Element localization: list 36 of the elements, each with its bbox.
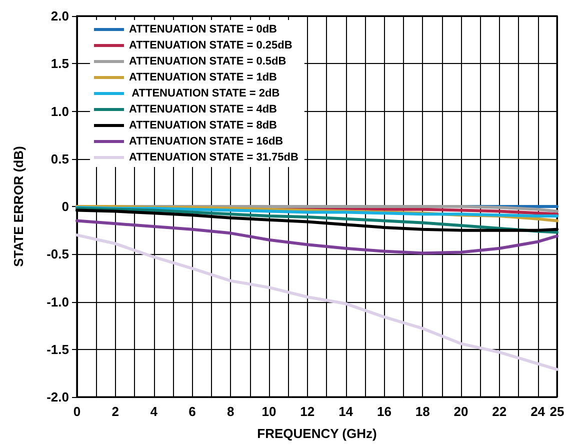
- y-tick-label: 0.5: [50, 151, 69, 166]
- x-tick-label: 12: [300, 404, 315, 419]
- line-series: [76, 219, 558, 255]
- x-tick-label: 8: [226, 404, 234, 419]
- line-series: [76, 234, 558, 371]
- legend-label: ATTENUATION STATE = 16dB: [129, 136, 284, 148]
- x-tick-label: 10: [262, 404, 276, 419]
- legend-label: ATTENUATION STATE = 4dB: [129, 104, 278, 116]
- x-tick-label: 6: [188, 404, 196, 419]
- y-tick-label: 1.0: [50, 104, 69, 119]
- legend-label: ATTENUATION STATE = 0.5dB: [129, 56, 286, 68]
- y-tick-label: 1.5: [50, 56, 69, 72]
- y-axis-title: STATE ERROR (dB): [11, 146, 26, 267]
- x-tick-label: 14: [338, 404, 354, 419]
- legend-label: ATTENUATION STATE = 2dB: [129, 88, 280, 100]
- x-tick-label: 24: [530, 404, 546, 419]
- y-tick-label: -2.0: [46, 390, 69, 404]
- y-tick-label: 0: [62, 199, 69, 214]
- legend-label: ATTENUATION STATE = 1dB: [129, 72, 278, 84]
- x-tick-label: 0: [73, 404, 81, 419]
- y-tick-label: -0.5: [46, 246, 69, 262]
- x-tick-label: 20: [454, 404, 468, 419]
- x-tick-label: 16: [376, 404, 392, 419]
- x-axis-title: FREQUENCY (GHz): [257, 426, 377, 441]
- y-tick-label: 2.0: [50, 8, 69, 24]
- legend-label: ATTENUATION STATE = 0.25dB: [129, 40, 292, 52]
- legend-label: ATTENUATION STATE = 8dB: [129, 120, 278, 132]
- legend-label: ATTENUATION STATE = 31.75dB: [129, 152, 298, 164]
- y-tick-label: -1.5: [46, 342, 69, 357]
- x-tick-label: 22: [492, 404, 507, 419]
- y-tick-label: -1.0: [46, 294, 69, 310]
- x-tick-label: 18: [415, 404, 430, 419]
- x-tick-label: 4: [150, 404, 158, 419]
- x-tick-label: 25: [550, 404, 564, 419]
- x-tick-label: 2: [112, 404, 120, 419]
- legend-label: ATTENUATION STATE = 0dB: [129, 24, 278, 36]
